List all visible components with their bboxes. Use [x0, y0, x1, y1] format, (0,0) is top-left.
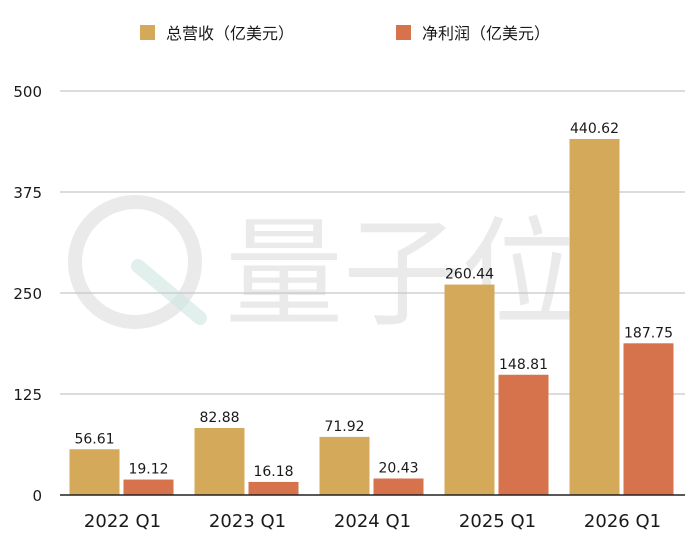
bar-revenue [194, 428, 245, 495]
data-label: 20.43 [378, 460, 418, 476]
y-tick-label: 0 [32, 487, 42, 505]
data-label: 82.88 [199, 410, 239, 426]
bar-profit [373, 478, 424, 495]
x-tick-label: 2026 Q1 [584, 511, 661, 532]
bar-profit [498, 374, 549, 495]
y-tick-label: 125 [13, 386, 42, 404]
legend-label-profit: 净利润（亿美元） [422, 24, 550, 43]
y-tick-label: 375 [13, 184, 42, 202]
bar-profit [123, 479, 174, 495]
quantum-bit-logo-icon [68, 195, 207, 329]
legend-swatch-revenue [140, 25, 155, 40]
data-label: 187.75 [624, 325, 673, 341]
x-tick-label: 2025 Q1 [459, 511, 536, 532]
axes: 0 125 250 375 500 2022 Q1 2023 Q1 2024 Q1 2025 Q… [13, 83, 685, 532]
watermark: 量子位 [68, 195, 579, 343]
bar-profit [623, 343, 674, 495]
legend: 总营收（亿美元） 净利润（亿美元） [140, 24, 550, 43]
y-tick-label: 250 [13, 285, 42, 303]
data-label: 260.44 [445, 267, 494, 283]
legend-label-revenue: 总营收（亿美元） [166, 24, 294, 43]
bar-profit [248, 481, 299, 495]
data-label: 19.12 [128, 462, 168, 478]
x-tick-label: 2022 Q1 [84, 511, 161, 532]
bar-revenue [319, 436, 370, 495]
bar-revenue [69, 449, 120, 495]
data-labels: 56.61 19.12 82.88 16.18 71.92 20.43 260.44 148.… [74, 121, 673, 480]
y-tick-label: 500 [13, 83, 42, 101]
data-label: 148.81 [499, 357, 548, 373]
watermark-text: 量子位 [225, 205, 579, 343]
data-label: 16.18 [253, 464, 293, 480]
data-label: 440.62 [570, 121, 619, 137]
bars [69, 138, 674, 495]
legend-swatch-profit [396, 25, 411, 40]
x-tick-label: 2024 Q1 [334, 511, 411, 532]
data-label: 56.61 [74, 431, 114, 447]
x-tick-label: 2023 Q1 [209, 511, 286, 532]
bar-revenue [569, 138, 620, 495]
bar-revenue [444, 284, 495, 495]
data-label: 71.92 [324, 419, 364, 435]
